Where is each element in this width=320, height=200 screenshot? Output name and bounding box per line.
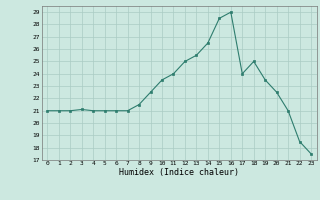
X-axis label: Humidex (Indice chaleur): Humidex (Indice chaleur) bbox=[119, 168, 239, 177]
